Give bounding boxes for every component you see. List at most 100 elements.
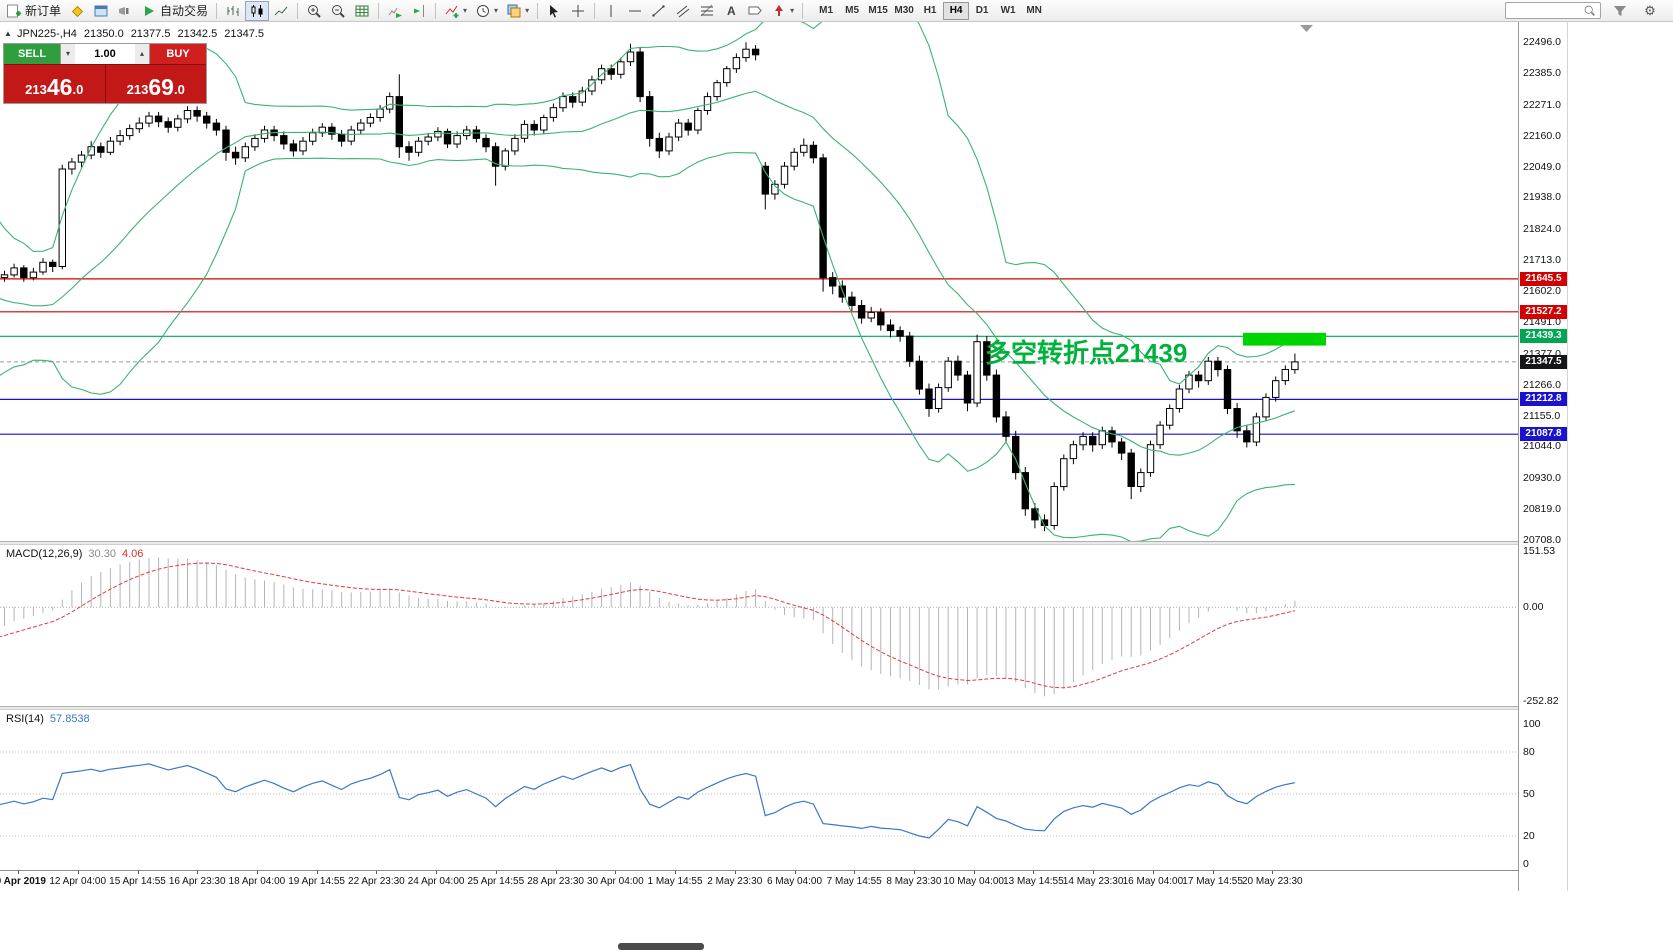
timeframe-button-mn[interactable]: MN [1026, 4, 1042, 16]
time-axis-label: 30 Apr 04:00 [586, 876, 644, 887]
time-axis-tick [1212, 871, 1214, 874]
auto-scroll-button[interactable] [383, 1, 407, 21]
templates-button[interactable]: ▾ [502, 1, 533, 21]
chart-shift-icon [414, 4, 425, 17]
toolbar-separator [537, 2, 539, 19]
time-axis-label: 20 May 23:30 [1241, 876, 1303, 887]
settings-button[interactable]: ⚙ [1639, 1, 1661, 21]
time-axis-tick [316, 871, 318, 874]
zoom-in-button[interactable] [302, 1, 326, 21]
text-label-icon [748, 6, 762, 14]
filter-button[interactable] [1608, 1, 1632, 21]
sell-price-panel[interactable]: 213 46.0 [4, 65, 106, 103]
sell-button[interactable]: SELL [4, 44, 60, 64]
time-axis-tick [555, 871, 557, 874]
candlestick-chart-type-button[interactable] [245, 0, 270, 21]
trendline-tool-button[interactable] [647, 1, 671, 21]
dropdown-caret-icon: ▾ [525, 6, 530, 15]
time-axis-tick [197, 871, 199, 874]
time-axis-tick [734, 871, 736, 874]
profiles-button[interactable] [89, 1, 113, 21]
templates-icon [507, 4, 521, 17]
timeframe-button-h1[interactable]: H1 [923, 4, 937, 16]
time-axis-tick [1033, 871, 1035, 874]
time-axis-tick [615, 871, 617, 874]
price-axis-label: 20930.0 [1523, 472, 1561, 485]
bollinger-lower-band [0, 151, 1295, 541]
horizontal-line-tool-button[interactable] [623, 1, 647, 21]
community-button[interactable] [65, 1, 89, 21]
price-axis-label: 21713.0 [1523, 254, 1561, 267]
periods-button[interactable]: ▾ [471, 1, 502, 21]
line-chart-type-button[interactable] [269, 1, 293, 21]
volume-decrease-button[interactable]: ▾ [61, 44, 75, 64]
price-digits: .0 [173, 82, 185, 97]
macd-canvas[interactable] [0, 545, 1518, 706]
timeframe-button-m5[interactable]: M5 [845, 4, 860, 16]
time-axis-label: 13 May 14:55 [1003, 876, 1064, 887]
dropdown-caret-icon: ▾ [790, 6, 795, 15]
rsi-line [0, 763, 1296, 839]
price-level-tag: 21212.8 [1520, 392, 1567, 407]
text-label-tool-button[interactable] [743, 1, 767, 21]
cursor-tool-button[interactable] [542, 1, 566, 21]
time-axis-label: 24 Apr 04:00 [407, 876, 465, 887]
buy-price-panel[interactable]: 213 69.0 [105, 65, 206, 103]
annotation-text[interactable]: 多空转折点21439 [985, 338, 1187, 368]
timeframe-button-w1[interactable]: W1 [1000, 4, 1016, 16]
timeframe-button-d1[interactable]: D1 [975, 4, 989, 16]
toolbar-separator [216, 2, 218, 19]
chart-shift-button[interactable] [407, 1, 431, 21]
indicators-icon [445, 5, 459, 18]
auto-trading-button[interactable]: 自动交易 [137, 1, 212, 21]
rsi-axis-label: 50 [1523, 788, 1535, 800]
search-input[interactable] [1509, 3, 1583, 18]
time-axis-label: 17 May 14:55 [1182, 876, 1243, 887]
panel-splitter[interactable] [0, 541, 1518, 545]
volume-increase-button[interactable]: ▴ [135, 44, 149, 64]
panel-splitter[interactable] [0, 706, 1518, 710]
arrows-tool-button[interactable]: ▾ [767, 1, 798, 21]
zoom-out-button[interactable] [326, 1, 350, 21]
time-axis-label: 6 May 04:00 [766, 876, 823, 887]
price-digits: 213 [25, 82, 47, 97]
alerts-button[interactable] [113, 1, 137, 21]
metaquotes-diamond-icon [71, 5, 84, 17]
vertical-line-tool-button[interactable] [599, 1, 623, 21]
bar-chart-type-button[interactable] [221, 1, 245, 21]
gear-icon: ⚙ [1644, 2, 1656, 18]
macd-signal-value: 4.06 [121, 548, 144, 560]
timeframe-button-m15[interactable]: M15 [868, 4, 888, 16]
text-tool-button[interactable]: A [719, 1, 743, 21]
macd-panel: MACD(12,26,9) 30.30 4.06 [0, 545, 1518, 706]
auto-scroll-icon [388, 7, 403, 18]
fibonacci-tool-button[interactable] [695, 1, 719, 21]
buy-button[interactable]: BUY [150, 44, 206, 64]
timeframe-button-h4[interactable]: H4 [943, 1, 970, 20]
volume-input[interactable] [75, 44, 135, 64]
symbol-close: 21347.5 [224, 28, 264, 40]
crosshair-tool-button[interactable] [566, 1, 590, 21]
macd-histogram [4, 557, 1296, 697]
price-digits: .0 [72, 82, 84, 97]
timeframe-button-m30[interactable]: M30 [894, 4, 914, 16]
main-chart-canvas[interactable]: 多空转折点21439 [0, 22, 1518, 541]
timeframe-button-m1[interactable]: M1 [819, 4, 834, 16]
new-order-button[interactable]: 新订单 [2, 1, 65, 21]
candles [0, 42, 1299, 532]
time-axis-label: 12 Apr 04:00 [49, 876, 107, 887]
rsi-canvas[interactable] [0, 710, 1518, 870]
current-price-tag: 21347.5 [1520, 354, 1567, 369]
new-chart-button[interactable] [350, 1, 374, 21]
indicators-button[interactable]: ▾ [440, 1, 471, 21]
price-digits: 213 [126, 82, 149, 97]
one-click-collapse-arrow[interactable]: ▲ [4, 29, 12, 38]
bottom-area [0, 891, 1673, 951]
toolbar-separator [594, 2, 596, 19]
highlight-rectangle[interactable] [1243, 332, 1326, 346]
price-digits: 46 [46, 74, 73, 100]
channel-tool-button[interactable] [671, 1, 695, 21]
price-axis[interactable]: 22496.0 22385.0 22271.0 22160.0 22049.0 21938… [1519, 22, 1568, 891]
zoom-out-icon [332, 4, 345, 18]
